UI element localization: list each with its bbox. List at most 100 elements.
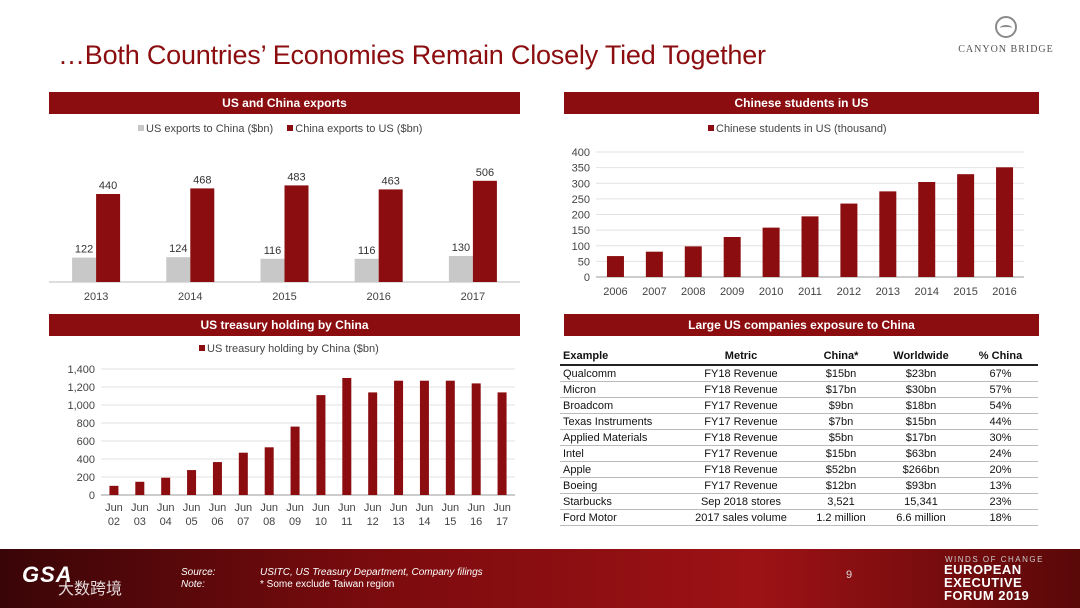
cell-worldwide: 6.6 million (879, 509, 963, 526)
exports-legend: US exports to China ($bn) China exports … (138, 123, 422, 135)
event-tagline: WINDS OF CHANGE (945, 555, 1044, 564)
y-tick-label: 200 (572, 210, 590, 222)
y-tick-label: 300 (572, 178, 590, 190)
x-tick-label: 2009 (720, 286, 744, 298)
bar-jun-14 (419, 380, 429, 495)
bridge-icon (995, 16, 1017, 38)
cell-example: Texas Instruments (560, 413, 679, 430)
table-row: Starbucks Sep 2018 stores 3,521 15,341 23% (560, 493, 1038, 510)
event-line-1: EUROPEAN (944, 562, 1022, 577)
data-label-us-2015: 116 (264, 245, 282, 257)
x-tick-label: Jun (157, 502, 175, 514)
students-chart: 0 50 100 150 200 250 300 350 400 2006 2007 2008 2009… (572, 147, 1024, 298)
bar-jun-10 (316, 395, 326, 495)
data-label-us-2014: 124 (169, 243, 187, 255)
cell-metric: FY18 Revenue (679, 365, 803, 382)
data-label-us-2016: 116 (358, 245, 376, 257)
x-tick-label: Jun (105, 502, 123, 514)
x-tick-label: 2013 (84, 291, 108, 303)
cell-pct-china: 13% (963, 477, 1038, 494)
x-tick-label: 06 (211, 516, 223, 528)
source-label: Source: (181, 567, 216, 578)
cell-pct-china: 20% (963, 461, 1038, 478)
legend-label-treasury: US treasury holding by China ($bn) (207, 343, 379, 355)
gsa-logo: GSA (22, 562, 73, 587)
cell-worldwide: $63bn (879, 445, 963, 462)
cell-china: $52bn (803, 461, 879, 478)
page-title: …Both Countries’ Economies Remain Closel… (58, 40, 766, 70)
table-row: Micron FY18 Revenue $17bn $30bn 57% (560, 381, 1038, 398)
table-row: Broadcom FY17 Revenue $9bn $18bn 54% (560, 397, 1038, 414)
x-tick-label: 2006 (603, 286, 627, 298)
y-tick-label: 400 (77, 454, 95, 466)
col-pct-china: % China (963, 349, 1038, 366)
page-number: 9 (846, 569, 853, 581)
cell-worldwide: $30bn (879, 381, 963, 398)
logo-text: CANYON BRIDGE (958, 44, 1054, 55)
bar-jun-04 (161, 477, 171, 495)
table-header-row: Example Metric China* Worldwide % China (560, 349, 1038, 366)
x-tick-label: Jun (260, 502, 278, 514)
bar-us-2015 (260, 258, 285, 282)
bar-2013 (879, 191, 897, 277)
cell-pct-china: 67% (963, 365, 1038, 382)
bar-us-2013 (72, 257, 97, 282)
col-example: Example (560, 349, 679, 366)
x-tick-label: 11 (341, 516, 352, 528)
table-row: Qualcomm FY18 Revenue $15bn $23bn 67% (560, 365, 1038, 382)
cell-pct-china: 57% (963, 381, 1038, 398)
x-tick-label: 2013 (876, 286, 900, 298)
cell-worldwide: $266bn (879, 461, 963, 478)
bar-2008 (684, 246, 702, 277)
bar-2010 (762, 227, 780, 277)
x-tick-label: 2016 (992, 286, 1016, 298)
x-tick-label: Jun (131, 502, 149, 514)
x-tick-label: 2011 (798, 286, 822, 298)
event-line-3: FORUM 2019 (944, 588, 1030, 603)
x-tick-label: Jun (416, 502, 434, 514)
treasury-chart: 0 200 400 600 800 1,000 1,200 1,400 Jun 02 Jun 03 Ju… (67, 364, 515, 528)
companies-table: Example Metric China* Worldwide % China … (560, 349, 1038, 526)
table-row: Applied Materials FY18 Revenue $5bn $17bn 30… (560, 429, 1038, 446)
y-tick-label: 800 (77, 418, 95, 430)
y-tick-label: 1,200 (67, 382, 95, 394)
x-tick-label: 02 (108, 516, 120, 528)
x-tick-label: 2008 (681, 286, 705, 298)
exports-heading: US and China exports (49, 92, 520, 114)
x-tick-label: Jun (364, 502, 382, 514)
note-label: Note: (181, 579, 205, 590)
x-tick-label: Jun (234, 502, 252, 514)
x-tick-label: Jun (441, 502, 459, 514)
data-label-china-2016: 463 (382, 175, 400, 187)
x-tick-label: 2015 (953, 286, 977, 298)
legend-label-us: US exports to China ($bn) (146, 123, 274, 135)
x-tick-label: 04 (160, 516, 172, 528)
bar-jun-15 (445, 380, 455, 495)
note-text: * Some exclude Taiwan region (260, 579, 395, 590)
bar-jun-13 (394, 380, 404, 495)
x-tick-label: 05 (185, 516, 197, 528)
col-worldwide: Worldwide (879, 349, 963, 366)
cell-china: $7bn (803, 413, 879, 430)
cell-metric: FY17 Revenue (679, 445, 803, 462)
table-row: Apple FY18 Revenue $52bn $266bn 20% (560, 461, 1038, 478)
cell-pct-china: 54% (963, 397, 1038, 414)
table-row: Intel FY17 Revenue $15bn $63bn 24% (560, 445, 1038, 462)
x-tick-label: Jun (286, 502, 304, 514)
bar-jun-03 (135, 481, 145, 495)
x-tick-label: 16 (470, 516, 482, 528)
x-tick-label: 2007 (642, 286, 666, 298)
cell-metric: 2017 sales volume (679, 509, 803, 526)
x-tick-label: 13 (392, 516, 404, 528)
cell-worldwide: $15bn (879, 413, 963, 430)
y-tick-label: 200 (77, 472, 95, 484)
x-tick-label: 2015 (272, 291, 296, 303)
x-tick-label: 03 (134, 516, 146, 528)
cell-pct-china: 18% (963, 509, 1038, 526)
y-tick-label: 50 (578, 256, 590, 268)
x-tick-label: 2016 (366, 291, 390, 303)
event-line-2: EXECUTIVE (944, 575, 1023, 590)
cell-china: $5bn (803, 429, 879, 446)
students-heading: Chinese students in US (564, 92, 1039, 114)
bar-jun-11 (342, 378, 352, 495)
